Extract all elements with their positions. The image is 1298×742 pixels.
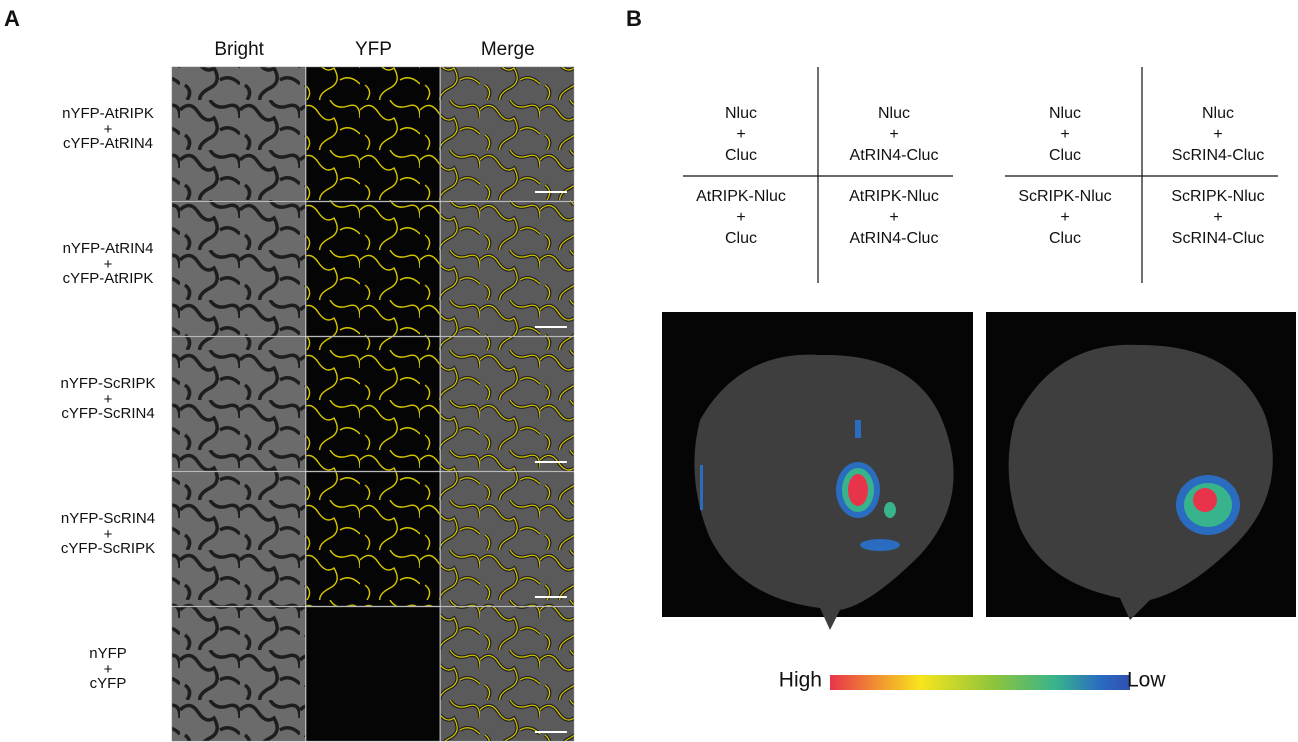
row-label: + — [104, 121, 113, 138]
grid-cell-text: + — [889, 209, 898, 226]
row-label: nYFP — [89, 645, 127, 662]
row-label: + — [104, 391, 113, 408]
row-label: cYFP-AtRIN4 — [63, 135, 153, 152]
grid-cell-text: + — [736, 126, 745, 143]
row-label: + — [104, 526, 113, 543]
row-label: cYFP-ScRIN4 — [61, 405, 154, 422]
grid-cell-text: + — [889, 126, 898, 143]
grid-cell-text: AtRIPK-Nluc — [849, 188, 939, 205]
grid-cell-text: Nluc — [1049, 105, 1081, 122]
grid-cell-text: Cluc — [725, 230, 757, 247]
grid-cell-text: + — [1060, 209, 1069, 226]
grid-cell-text: Nluc — [725, 105, 757, 122]
micrograph — [171, 336, 306, 472]
micrograph — [171, 471, 306, 607]
grid-cell-text: AtRIN4-Cluc — [850, 147, 939, 164]
grid-cell-text: + — [1060, 126, 1069, 143]
colorbar-label: Low — [1127, 669, 1166, 692]
grid-cell-text: ScRIN4-Cluc — [1172, 230, 1264, 247]
column-header: YFP — [355, 39, 392, 60]
row-label: + — [104, 256, 113, 273]
micrograph — [306, 66, 440, 202]
column-header: Merge — [481, 39, 535, 60]
panel-label: A — [4, 6, 20, 31]
grid-cell-text: AtRIPK-Nluc — [696, 188, 786, 205]
grid-cell-text: Cluc — [1049, 147, 1081, 164]
grid-cell-text: Nluc — [1202, 105, 1234, 122]
row-label: cYFP-ScRIPK — [61, 540, 155, 557]
grid-cell-text: ScRIPK-Nluc — [1018, 188, 1111, 205]
grid-cell-text: Cluc — [1049, 230, 1081, 247]
grid-cell-text: AtRIN4-Cluc — [850, 230, 939, 247]
micrograph — [440, 201, 575, 337]
row-label: cYFP-AtRIPK — [63, 270, 154, 287]
micrograph — [440, 66, 575, 202]
row-label: nYFP-AtRIPK — [62, 105, 154, 122]
grid-cell-text: + — [736, 209, 745, 226]
row-label: nYFP-AtRIN4 — [63, 240, 154, 257]
micrograph — [440, 606, 575, 742]
grid-cell-text: + — [1213, 126, 1222, 143]
row-label: cYFP — [90, 675, 127, 692]
micrograph — [171, 66, 306, 202]
grid-cell-text: Cluc — [725, 147, 757, 164]
micrograph — [306, 471, 440, 607]
micrograph — [440, 336, 575, 472]
micrograph — [306, 201, 440, 337]
micrograph — [171, 201, 306, 337]
colorbar — [830, 675, 1130, 690]
row-label: nYFP-ScRIPK — [60, 375, 155, 392]
column-header: Bright — [214, 39, 264, 60]
row-label: + — [104, 661, 113, 678]
colorbar-label: High — [779, 669, 822, 692]
micrograph — [306, 336, 440, 472]
grid-cell-text: ScRIPK-Nluc — [1171, 188, 1264, 205]
grid-cell-text: Nluc — [878, 105, 910, 122]
grid-cell-text: ScRIN4-Cluc — [1172, 147, 1264, 164]
leaf-image — [662, 312, 973, 630]
leaf-image — [986, 312, 1296, 620]
grid-cell-text: + — [1213, 209, 1222, 226]
micrograph — [440, 471, 575, 607]
micrograph — [171, 606, 306, 742]
panel-label: B — [626, 6, 642, 31]
micrograph — [306, 606, 440, 742]
row-label: nYFP-ScRIN4 — [61, 510, 155, 527]
